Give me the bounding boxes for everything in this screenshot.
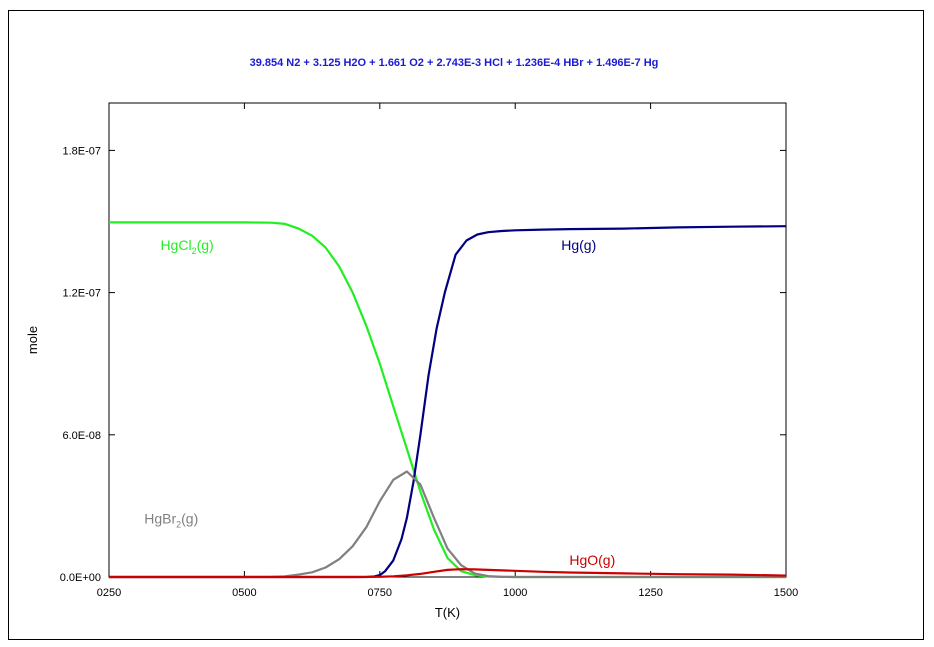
series-line-hgbr2-g [109,470,786,579]
series-label-hgcl2-g: HgCl2(g) [160,237,213,256]
chart-title: 39.854 N2 + 3.125 H2O + 1.661 O2 + 2.743… [250,57,659,69]
x-tick-label: 1000 [503,587,527,599]
series-label-hgo-g: HgO(g) [569,552,615,568]
series-group [109,221,787,579]
chart-frame: 39.854 N2 + 3.125 H2O + 1.661 O2 + 2.743… [8,10,924,640]
series-line-hg-g [109,225,787,579]
x-tick-label: 0750 [368,587,392,599]
y-tick-label: 6.0E-08 [62,430,101,442]
y-tick-label: 1.8E-07 [62,145,101,157]
y-tick-label: 1.2E-07 [62,288,101,300]
x-axis-label: T(K) [435,605,460,620]
series-line-hgcl2-g [109,221,786,579]
series-line-hgo-g [109,568,787,579]
x-tick-label: 1250 [638,587,662,599]
series-label-hg-g: Hg(g) [561,237,596,253]
x-tick-label: 0250 [97,587,121,599]
y-axis-label: mole [25,326,40,354]
line-chart: 39.854 N2 + 3.125 H2O + 1.661 O2 + 2.743… [25,57,798,620]
plot-area [108,102,787,578]
x-tick-label: 1500 [774,587,798,599]
series-label-hgbr2-g: HgBr2(g) [144,511,198,530]
y-tick-label: 0.0E+00 [60,572,101,584]
y-axis: 0.0E+00 6.0E-08 1.2E-07 1.8E-07 [60,145,786,584]
series-labels: HgCl2(g) Hg(g) HgBr2(g) HgO(g) [144,237,615,568]
x-axis: 0250 0500 0750 1000 1250 1500 [97,103,798,599]
x-tick-label: 0500 [232,587,256,599]
